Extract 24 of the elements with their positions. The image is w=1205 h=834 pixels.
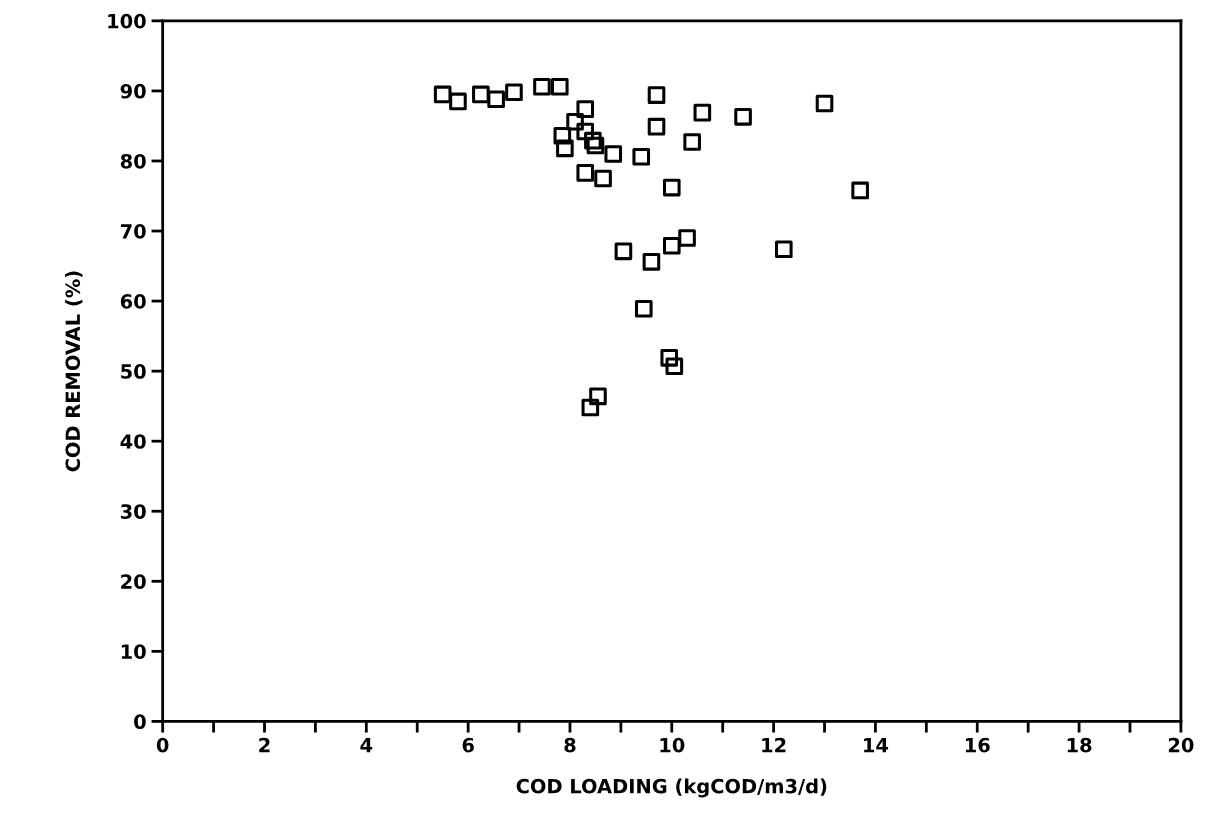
- y-tick-label: 80: [120, 153, 146, 169]
- x-tick-label: 4: [360, 737, 373, 753]
- x-tick-label: 10: [660, 737, 685, 753]
- y-tick-label: 60: [120, 294, 146, 309]
- x-tick-label: 2: [259, 737, 270, 753]
- y-tick-label: 0: [134, 714, 146, 730]
- x-tick-label: 14: [864, 737, 889, 753]
- x-tick-label: 18: [1067, 737, 1092, 753]
- y-tick-label: 50: [121, 364, 146, 379]
- x-tick-label: 6: [462, 737, 474, 753]
- y-tick-label: 10: [121, 644, 146, 660]
- x-tick-label: 12: [762, 737, 786, 753]
- x-tick-label: 8: [564, 737, 576, 753]
- y-tick-label: 30: [120, 504, 146, 519]
- y-tick-label: 90: [120, 83, 146, 99]
- y-tick-label: 40: [120, 434, 146, 449]
- y-axis-title: COD REMOVAL (%): [65, 271, 83, 472]
- x-tick-label: 0: [156, 737, 169, 753]
- y-tick-label: 20: [121, 574, 146, 589]
- x-tick-label: 20: [1168, 737, 1194, 753]
- y-tick-label: 70: [120, 223, 146, 239]
- x-axis-title: COD LOADING (kgCOD/m3/d): [516, 778, 827, 798]
- y-tick-label: 100: [108, 13, 146, 29]
- x-tick-label: 16: [965, 737, 990, 753]
